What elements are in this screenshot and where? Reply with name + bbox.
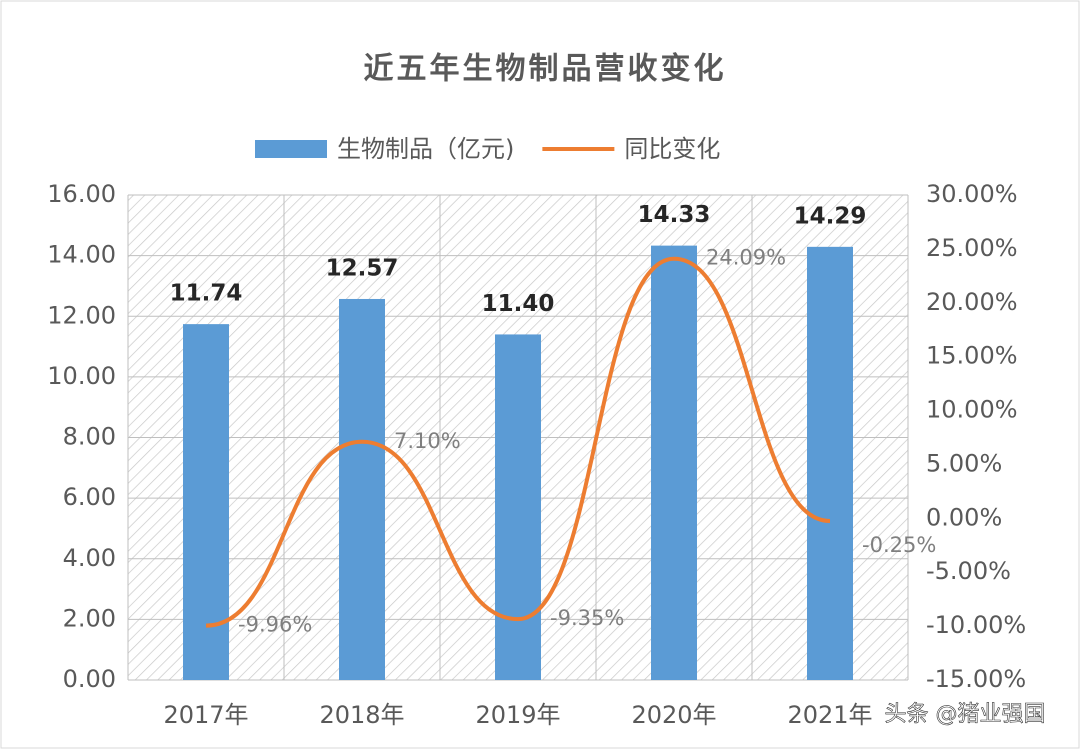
y2-tick-label: 20.00% [926, 288, 1018, 316]
y2-tick-label: 25.00% [926, 234, 1018, 262]
bar [651, 245, 697, 680]
bar [807, 246, 853, 680]
x-tick-label: 2017年 [163, 701, 248, 729]
y2-tick-label: 15.00% [926, 342, 1018, 370]
y-tick-label: 8.00 [63, 423, 116, 451]
y2-tick-label: -5.00% [926, 557, 1011, 585]
legend: 生物制品（亿元) 同比变化 [255, 135, 720, 163]
y2-tick-label: 5.00% [926, 449, 1002, 477]
y-tick-label: 16.00 [47, 180, 116, 208]
y2-tick-label: 10.00% [926, 396, 1018, 424]
line [205, 256, 831, 628]
watermark: 头条 @猪业强国 [885, 702, 1046, 727]
value-label: 12.57 [326, 255, 399, 281]
line-value-label: 7.10% [394, 429, 461, 453]
value-label: 14.33 [638, 202, 711, 228]
value-label: 11.74 [170, 281, 243, 307]
line-value-label: -9.35% [550, 606, 624, 630]
line-value-label: -0.25% [862, 533, 936, 557]
value-label: 11.40 [482, 291, 555, 317]
line-value-label: 24.09% [706, 246, 786, 270]
y2-tick-label: -15.00% [926, 665, 1026, 693]
bar [495, 334, 541, 680]
y-tick-label: 14.00 [47, 241, 116, 269]
y-tick-label: 10.00 [47, 362, 116, 390]
y-tick-label: 0.00 [63, 665, 116, 693]
legend-swatch [255, 140, 327, 158]
x-tick-label: 2019年 [475, 701, 560, 729]
y-tick-label: 4.00 [63, 544, 116, 572]
x-tick-label: 2018年 [319, 701, 404, 729]
x-tick-label: 2020年 [631, 701, 716, 729]
y-tick-label: 2.00 [63, 604, 116, 632]
bar [339, 298, 385, 680]
y2-tick-label: 30.00% [926, 180, 1018, 208]
line-value-label: -9.96% [238, 613, 312, 637]
legend-label: 生物制品（亿元) [337, 135, 514, 163]
y2-tick-label: 0.00% [926, 503, 1002, 531]
value-label: 14.29 [794, 203, 867, 229]
x-tick-label: 2021年 [787, 701, 872, 729]
legend-label: 同比变化 [624, 135, 720, 163]
y-tick-label: 12.00 [47, 301, 116, 329]
y2-tick-label: -10.00% [926, 611, 1026, 639]
chart-title: 近五年生物制品营收变化 [364, 52, 727, 87]
bar [183, 324, 229, 680]
y-tick-label: 6.00 [63, 483, 116, 511]
